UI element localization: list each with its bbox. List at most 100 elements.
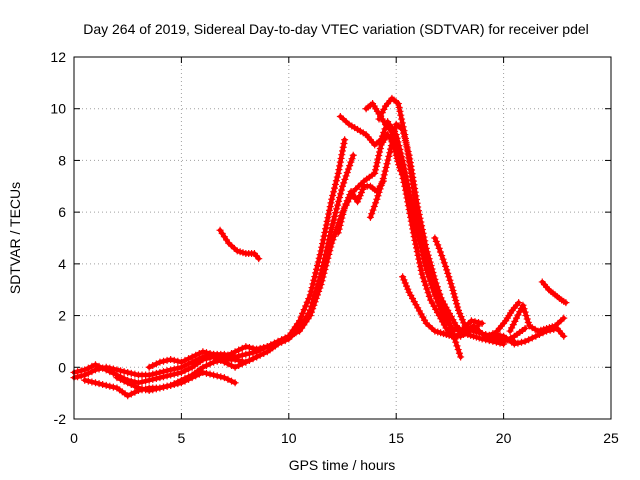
data-point-marker [396, 164, 404, 172]
data-point-marker [152, 385, 160, 393]
data-point-marker [439, 255, 447, 263]
data-point-marker [402, 140, 410, 148]
data-point-marker [522, 312, 530, 320]
data-point-marker [393, 154, 401, 162]
data-point-marker [457, 313, 465, 321]
data-point-marker [344, 165, 352, 173]
data-point-marker [370, 202, 378, 210]
data-point-marker [328, 195, 336, 203]
data-point-marker [336, 194, 344, 202]
data-point-marker [305, 295, 313, 303]
data-point-marker [455, 349, 463, 357]
data-point-marker [388, 138, 396, 146]
data-point-marker [519, 301, 527, 309]
data-point-marker [152, 360, 160, 368]
data-point-marker [331, 184, 339, 192]
data-point-marker [210, 350, 218, 358]
data-point-marker [260, 343, 268, 351]
x-tick-label: 10 [281, 430, 297, 446]
data-point-marker [398, 119, 406, 127]
data-point-marker [77, 367, 85, 375]
data-point-marker [434, 241, 442, 249]
data-point-marker [437, 294, 445, 302]
data-point-marker [242, 358, 250, 366]
data-point-marker [310, 276, 318, 284]
data-point-marker [510, 340, 518, 348]
data-point-marker [478, 335, 486, 343]
data-point-marker [156, 358, 164, 366]
data-point-marker [401, 136, 409, 144]
data-point-marker [325, 206, 333, 214]
data-point-marker [113, 374, 121, 382]
data-point-marker [91, 379, 99, 387]
data-point-marker [436, 248, 444, 256]
data-point-marker [397, 111, 405, 119]
data-point-marker [202, 355, 210, 363]
data-point-marker [418, 226, 426, 234]
data-point-marker [396, 107, 404, 115]
data-point-marker [423, 248, 431, 256]
data-point-marker [127, 369, 135, 377]
data-point-marker [327, 243, 335, 251]
data-point-marker [416, 263, 424, 271]
data-point-marker [452, 338, 460, 346]
y-tick-label: 12 [50, 49, 66, 65]
data-point-marker [323, 258, 331, 266]
data-point-marker [416, 259, 424, 267]
data-point-marker [320, 232, 328, 240]
data-point-marker [120, 377, 128, 385]
y-tick-label: 0 [58, 359, 66, 375]
data-point-marker [174, 369, 182, 377]
data-point-marker [399, 125, 407, 133]
data-point-marker [417, 218, 425, 226]
data-point-marker [220, 374, 228, 382]
data-point-marker [520, 305, 528, 313]
data-point-marker [400, 129, 408, 137]
data-point-marker [210, 358, 218, 366]
data-point-marker [313, 291, 321, 299]
data-point-marker [440, 259, 448, 267]
data-point-marker [330, 232, 338, 240]
data-point-marker [453, 342, 461, 350]
data-point-marker [422, 281, 430, 289]
data-point-marker [457, 353, 465, 361]
data-point-marker [319, 273, 327, 281]
data-point-marker [192, 351, 200, 359]
data-point-marker [560, 314, 568, 322]
data-point-marker [142, 377, 150, 385]
data-point-marker [425, 292, 433, 300]
data-point-marker [235, 346, 243, 354]
data-point-marker [106, 368, 114, 376]
data-point-marker [342, 172, 350, 180]
data-point-marker [345, 194, 353, 202]
data-point-marker [427, 296, 435, 304]
data-point-marker [256, 344, 264, 352]
data-point-marker [435, 286, 443, 294]
data-point-marker [199, 363, 207, 371]
data-point-marker [515, 299, 523, 307]
series-track-17 [334, 177, 387, 237]
data-point-marker [306, 312, 314, 320]
data-point-marker [528, 334, 536, 342]
data-point-marker [449, 286, 457, 294]
data-point-marker [443, 312, 451, 320]
data-point-marker [403, 144, 411, 152]
data-point-marker [124, 368, 132, 376]
data-point-marker [444, 316, 452, 324]
data-point-marker [506, 327, 514, 335]
data-point-marker [202, 362, 210, 370]
data-point-marker [313, 262, 321, 270]
data-point-marker [381, 167, 389, 175]
data-point-marker [109, 383, 117, 391]
data-point-marker [413, 199, 421, 207]
data-point-marker [145, 376, 153, 384]
data-point-marker [332, 209, 340, 217]
data-point-marker [336, 221, 344, 229]
data-point-marker [471, 318, 479, 326]
data-point-marker [88, 362, 96, 370]
data-point-marker [297, 313, 305, 321]
data-point-marker [429, 268, 437, 276]
data-point-marker [371, 169, 379, 177]
data-point-marker [524, 318, 532, 326]
data-point-marker [419, 229, 427, 237]
